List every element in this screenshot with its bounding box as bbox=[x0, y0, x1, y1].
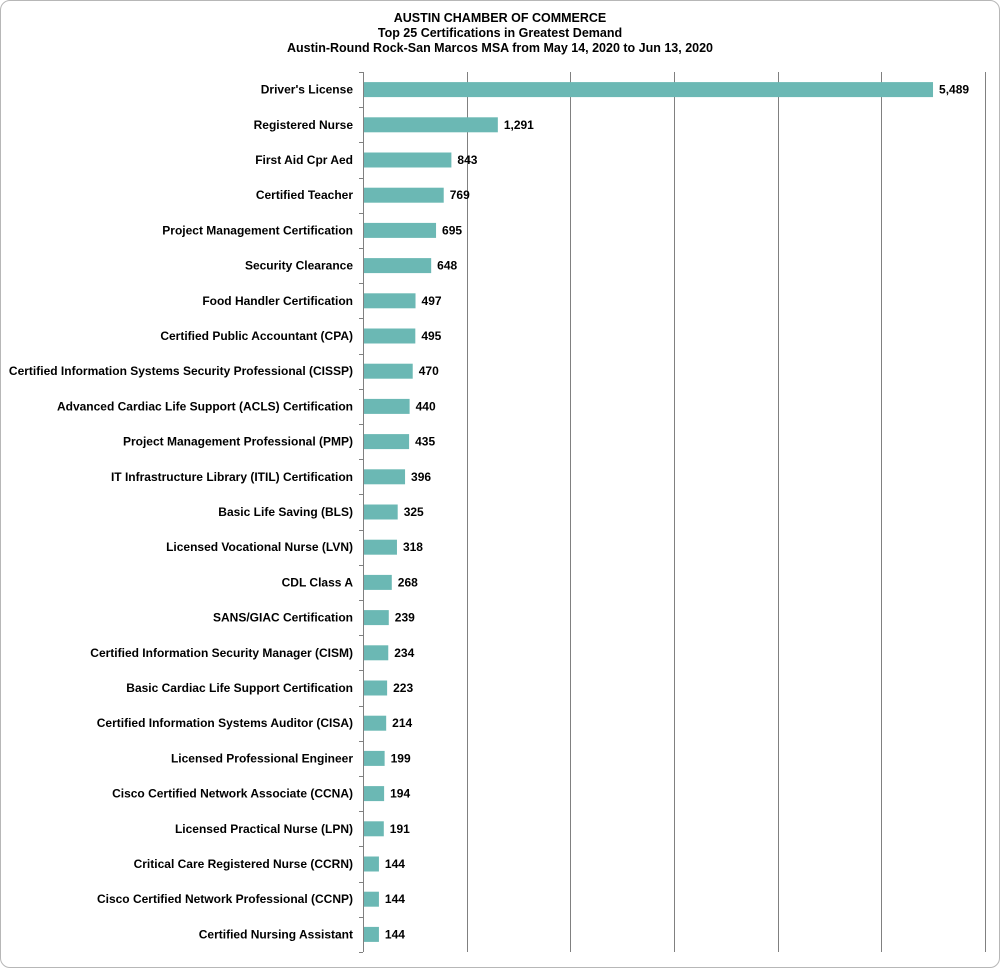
bar bbox=[364, 574, 392, 590]
category-label: Licensed Practical Nurse (LPN) bbox=[175, 822, 353, 836]
bar bbox=[364, 293, 416, 309]
data-label: 769 bbox=[450, 188, 470, 202]
bar bbox=[364, 469, 406, 485]
category-label: Food Handler Certification bbox=[202, 294, 353, 308]
chart-title: AUSTIN CHAMBER OF COMMERCE bbox=[393, 11, 607, 25]
category-label: Certified Public Accountant (CPA) bbox=[160, 329, 353, 343]
data-label: 440 bbox=[416, 399, 436, 413]
data-label: 268 bbox=[398, 575, 418, 589]
bar bbox=[364, 398, 410, 414]
data-label: 1,291 bbox=[504, 118, 534, 132]
chart-subtitle-period: Austin-Round Rock-San Marcos MSA from Ma… bbox=[286, 41, 714, 55]
bar bbox=[364, 786, 385, 802]
bar bbox=[364, 750, 385, 766]
data-label: 234 bbox=[394, 646, 414, 660]
chart-subtitle: Top 25 Certifications in Greatest Demand bbox=[377, 26, 623, 40]
category-label: Basic Cardiac Life Support Certification bbox=[126, 681, 353, 695]
bar bbox=[364, 187, 444, 203]
data-label: 318 bbox=[403, 540, 423, 554]
category-label: Certified Teacher bbox=[256, 188, 353, 202]
bar bbox=[364, 891, 379, 907]
bar bbox=[364, 539, 397, 555]
data-label: 435 bbox=[415, 435, 435, 449]
data-label: 495 bbox=[421, 329, 441, 343]
category-label: Cisco Certified Network Associate (CCNA) bbox=[112, 787, 353, 801]
data-label: 695 bbox=[442, 223, 462, 237]
category-label: Driver's License bbox=[261, 83, 354, 97]
data-label: 5,489 bbox=[939, 83, 969, 97]
data-label: 144 bbox=[385, 857, 405, 871]
bar bbox=[364, 117, 498, 133]
data-label: 239 bbox=[395, 611, 415, 625]
bar bbox=[364, 152, 452, 168]
data-label: 470 bbox=[419, 364, 439, 378]
category-label: Project Management Certification bbox=[162, 223, 353, 237]
category-label: Basic Life Saving (BLS) bbox=[218, 505, 353, 519]
category-label: Cisco Certified Network Professional (CC… bbox=[97, 892, 353, 906]
data-label: 194 bbox=[390, 787, 410, 801]
bar bbox=[364, 328, 416, 344]
category-label: IT Infrastructure Library (ITIL) Certifi… bbox=[111, 470, 353, 484]
data-label: 396 bbox=[411, 470, 431, 484]
category-label: SANS/GIAC Certification bbox=[213, 611, 353, 625]
data-label: 191 bbox=[390, 822, 410, 836]
category-label: Registered Nurse bbox=[254, 118, 354, 132]
category-label: Licensed Vocational Nurse (LVN) bbox=[166, 540, 353, 554]
data-label: 843 bbox=[457, 153, 477, 167]
data-label: 214 bbox=[392, 716, 412, 730]
category-label: Security Clearance bbox=[245, 259, 353, 273]
category-label: Certified Information Systems Security P… bbox=[9, 364, 353, 378]
data-label: 648 bbox=[437, 259, 457, 273]
bar bbox=[364, 504, 398, 520]
category-label: Certified Information Systems Auditor (C… bbox=[97, 716, 353, 730]
bar bbox=[364, 434, 410, 450]
data-label: 144 bbox=[385, 927, 405, 941]
data-label: 199 bbox=[391, 751, 411, 765]
data-label: 497 bbox=[422, 294, 442, 308]
category-label: First Aid Cpr Aed bbox=[255, 153, 353, 167]
bar bbox=[364, 258, 432, 274]
category-label: Critical Care Registered Nurse (CCRN) bbox=[134, 857, 353, 871]
data-label: 144 bbox=[385, 892, 405, 906]
bar bbox=[364, 610, 389, 626]
bar bbox=[364, 222, 437, 238]
category-label: Licensed Professional Engineer bbox=[171, 751, 353, 765]
bar bbox=[364, 821, 384, 837]
data-label: 325 bbox=[404, 505, 424, 519]
data-label: 223 bbox=[393, 681, 413, 695]
bar bbox=[364, 856, 379, 872]
category-label: Project Management Professional (PMP) bbox=[123, 435, 353, 449]
bar bbox=[364, 680, 388, 696]
bar bbox=[364, 645, 389, 661]
bar bbox=[364, 82, 934, 98]
bar bbox=[364, 715, 387, 731]
category-label: Certified Information Security Manager (… bbox=[90, 646, 353, 660]
category-label: Advanced Cardiac Life Support (ACLS) Cer… bbox=[57, 399, 353, 413]
bar bbox=[364, 363, 413, 379]
bar bbox=[364, 926, 379, 942]
category-label: CDL Class A bbox=[282, 575, 354, 589]
category-label: Certified Nursing Assistant bbox=[199, 927, 353, 941]
